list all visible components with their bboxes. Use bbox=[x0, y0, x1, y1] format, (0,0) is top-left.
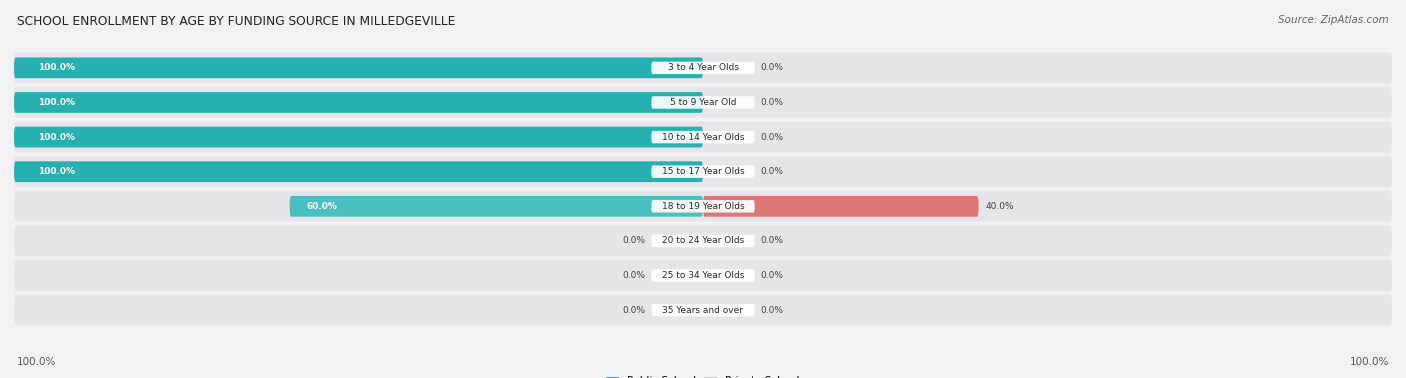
FancyBboxPatch shape bbox=[14, 53, 1392, 83]
FancyBboxPatch shape bbox=[703, 196, 979, 217]
Text: 0.0%: 0.0% bbox=[761, 271, 783, 280]
Text: 0.0%: 0.0% bbox=[623, 236, 645, 245]
FancyBboxPatch shape bbox=[14, 122, 1392, 152]
Text: 20 to 24 Year Olds: 20 to 24 Year Olds bbox=[662, 236, 744, 245]
Text: 0.0%: 0.0% bbox=[623, 306, 645, 314]
Text: 0.0%: 0.0% bbox=[761, 64, 783, 72]
Text: 35 Years and over: 35 Years and over bbox=[662, 306, 744, 314]
Text: 25 to 34 Year Olds: 25 to 34 Year Olds bbox=[662, 271, 744, 280]
FancyBboxPatch shape bbox=[290, 196, 703, 217]
Text: 0.0%: 0.0% bbox=[761, 98, 783, 107]
FancyBboxPatch shape bbox=[14, 295, 1392, 325]
Text: 3 to 4 Year Olds: 3 to 4 Year Olds bbox=[668, 64, 738, 72]
Text: 100.0%: 100.0% bbox=[38, 167, 75, 176]
Text: 10 to 14 Year Olds: 10 to 14 Year Olds bbox=[662, 133, 744, 142]
FancyBboxPatch shape bbox=[14, 191, 1392, 222]
FancyBboxPatch shape bbox=[651, 269, 755, 282]
Text: 0.0%: 0.0% bbox=[623, 271, 645, 280]
FancyBboxPatch shape bbox=[14, 161, 703, 182]
Text: 100.0%: 100.0% bbox=[38, 98, 75, 107]
FancyBboxPatch shape bbox=[14, 226, 1392, 256]
Text: 0.0%: 0.0% bbox=[761, 236, 783, 245]
Text: 18 to 19 Year Olds: 18 to 19 Year Olds bbox=[662, 202, 744, 211]
Legend: Public School, Private School: Public School, Private School bbox=[602, 372, 804, 378]
FancyBboxPatch shape bbox=[651, 235, 755, 247]
FancyBboxPatch shape bbox=[651, 166, 755, 178]
FancyBboxPatch shape bbox=[14, 127, 703, 147]
Text: 0.0%: 0.0% bbox=[761, 167, 783, 176]
Text: 40.0%: 40.0% bbox=[986, 202, 1014, 211]
Text: 100.0%: 100.0% bbox=[1350, 357, 1389, 367]
FancyBboxPatch shape bbox=[651, 62, 755, 74]
Text: SCHOOL ENROLLMENT BY AGE BY FUNDING SOURCE IN MILLEDGEVILLE: SCHOOL ENROLLMENT BY AGE BY FUNDING SOUR… bbox=[17, 15, 456, 28]
FancyBboxPatch shape bbox=[651, 304, 755, 316]
FancyBboxPatch shape bbox=[651, 96, 755, 109]
Text: 100.0%: 100.0% bbox=[17, 357, 56, 367]
Text: 100.0%: 100.0% bbox=[38, 64, 75, 72]
Text: 60.0%: 60.0% bbox=[307, 202, 337, 211]
Text: 15 to 17 Year Olds: 15 to 17 Year Olds bbox=[662, 167, 744, 176]
Text: Source: ZipAtlas.com: Source: ZipAtlas.com bbox=[1278, 15, 1389, 25]
Text: 0.0%: 0.0% bbox=[761, 133, 783, 142]
Text: 5 to 9 Year Old: 5 to 9 Year Old bbox=[669, 98, 737, 107]
FancyBboxPatch shape bbox=[651, 131, 755, 143]
FancyBboxPatch shape bbox=[14, 92, 703, 113]
FancyBboxPatch shape bbox=[14, 57, 703, 78]
FancyBboxPatch shape bbox=[14, 156, 1392, 187]
Text: 100.0%: 100.0% bbox=[38, 133, 75, 142]
Text: 0.0%: 0.0% bbox=[761, 306, 783, 314]
FancyBboxPatch shape bbox=[651, 200, 755, 212]
FancyBboxPatch shape bbox=[14, 260, 1392, 291]
FancyBboxPatch shape bbox=[14, 87, 1392, 118]
